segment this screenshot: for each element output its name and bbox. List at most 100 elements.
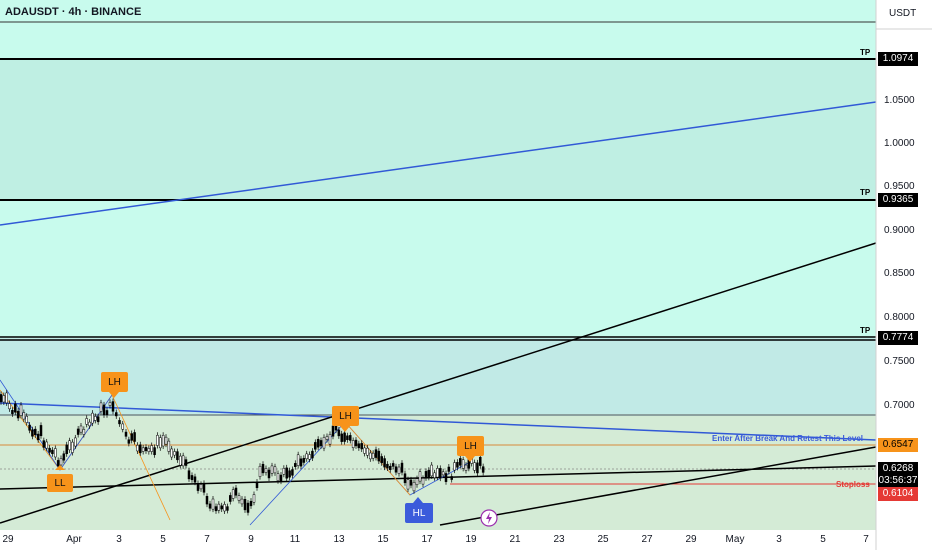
time-axis[interactable] — [0, 530, 876, 550]
candle — [450, 476, 453, 480]
countdown-badge: 03:56:37 — [878, 474, 918, 488]
candle — [340, 433, 343, 442]
candle — [243, 499, 247, 511]
candle — [237, 495, 241, 501]
blue-trendline-upper[interactable] — [0, 101, 877, 226]
candle — [71, 441, 74, 453]
black-trendline-rising[interactable] — [439, 446, 877, 526]
candle — [51, 449, 54, 455]
candle — [473, 462, 476, 471]
black-trendline-flat[interactable] — [0, 465, 877, 490]
candle — [139, 444, 142, 454]
candle — [418, 471, 422, 482]
candle — [421, 478, 425, 485]
candle — [179, 455, 182, 466]
black-trendline-steep[interactable] — [0, 242, 877, 524]
candle — [88, 421, 91, 427]
price-tick: 1.0000 — [884, 138, 915, 149]
candle — [276, 473, 280, 482]
candle — [34, 428, 37, 436]
candle — [377, 450, 381, 462]
candle — [316, 438, 320, 448]
time-tick: May — [725, 534, 745, 545]
candle — [96, 416, 100, 423]
candle — [371, 452, 375, 459]
candle — [48, 447, 51, 453]
candle — [76, 428, 80, 435]
candle — [308, 454, 311, 460]
candle — [11, 409, 14, 415]
price-tick: 0.8500 — [884, 268, 915, 279]
candle — [65, 444, 68, 455]
candle — [296, 454, 300, 466]
candle — [176, 451, 179, 461]
candle — [424, 471, 428, 479]
price-axis[interactable] — [876, 0, 932, 550]
candle — [102, 404, 106, 416]
time-tick: 13 — [333, 534, 345, 545]
time-tick: 9 — [248, 534, 254, 545]
price-tick: 0.9500 — [884, 181, 915, 192]
candle — [479, 456, 482, 466]
candle — [196, 483, 200, 491]
candle — [433, 472, 436, 479]
candle — [240, 498, 244, 505]
candle — [159, 437, 162, 449]
candle — [199, 484, 203, 490]
candle — [270, 465, 274, 474]
entry-note[interactable]: Enter After Break And Retest This Level — [712, 434, 864, 443]
candle — [311, 450, 314, 459]
candle — [439, 468, 442, 479]
candle — [59, 458, 63, 466]
swing-lh-3 — [457, 436, 484, 462]
candle — [328, 434, 332, 445]
tp-price-badge: 0.9365 — [878, 193, 918, 207]
tp-price-badge: 1.0974 — [878, 52, 918, 66]
candle — [363, 447, 366, 454]
stoploss-note[interactable]: Stoploss — [836, 480, 870, 489]
candle — [31, 429, 34, 437]
candle — [187, 470, 191, 480]
tp-zone-lower — [0, 338, 876, 416]
candle — [369, 452, 372, 460]
entry-price-badge: 0.6547 — [878, 438, 918, 452]
candle — [94, 416, 97, 421]
candle — [2, 395, 6, 403]
candle — [74, 437, 77, 447]
candle — [193, 476, 197, 483]
candle — [68, 440, 71, 451]
candle — [406, 479, 410, 490]
candle — [115, 412, 118, 417]
candle — [54, 448, 57, 458]
currency-label[interactable]: USDT — [889, 8, 917, 19]
time-tick: 15 — [377, 534, 389, 545]
candle — [167, 440, 171, 452]
candle — [170, 448, 173, 458]
time-tick: 25 — [597, 534, 609, 545]
candle — [258, 465, 262, 477]
candle — [144, 447, 148, 452]
candle — [314, 442, 317, 450]
candle — [85, 418, 88, 425]
candle — [133, 432, 136, 442]
candle — [79, 425, 83, 433]
candle — [391, 463, 395, 467]
candle — [255, 481, 259, 489]
candle — [124, 431, 128, 437]
price-tick: 0.7500 — [884, 356, 915, 367]
candle — [394, 466, 398, 473]
candle — [127, 439, 131, 444]
candle — [45, 441, 48, 449]
candle — [412, 482, 416, 492]
candle — [279, 474, 283, 482]
time-tick: 27 — [641, 534, 653, 545]
time-tick: 3 — [776, 534, 782, 545]
candle — [150, 445, 153, 452]
candle — [181, 455, 185, 467]
candle — [273, 466, 277, 474]
candle — [108, 402, 112, 406]
symbol-title[interactable]: ADAUSDT · 4h · BINANCE — [5, 6, 142, 18]
blue-trendline-lower[interactable] — [0, 402, 877, 441]
candle — [322, 437, 326, 449]
